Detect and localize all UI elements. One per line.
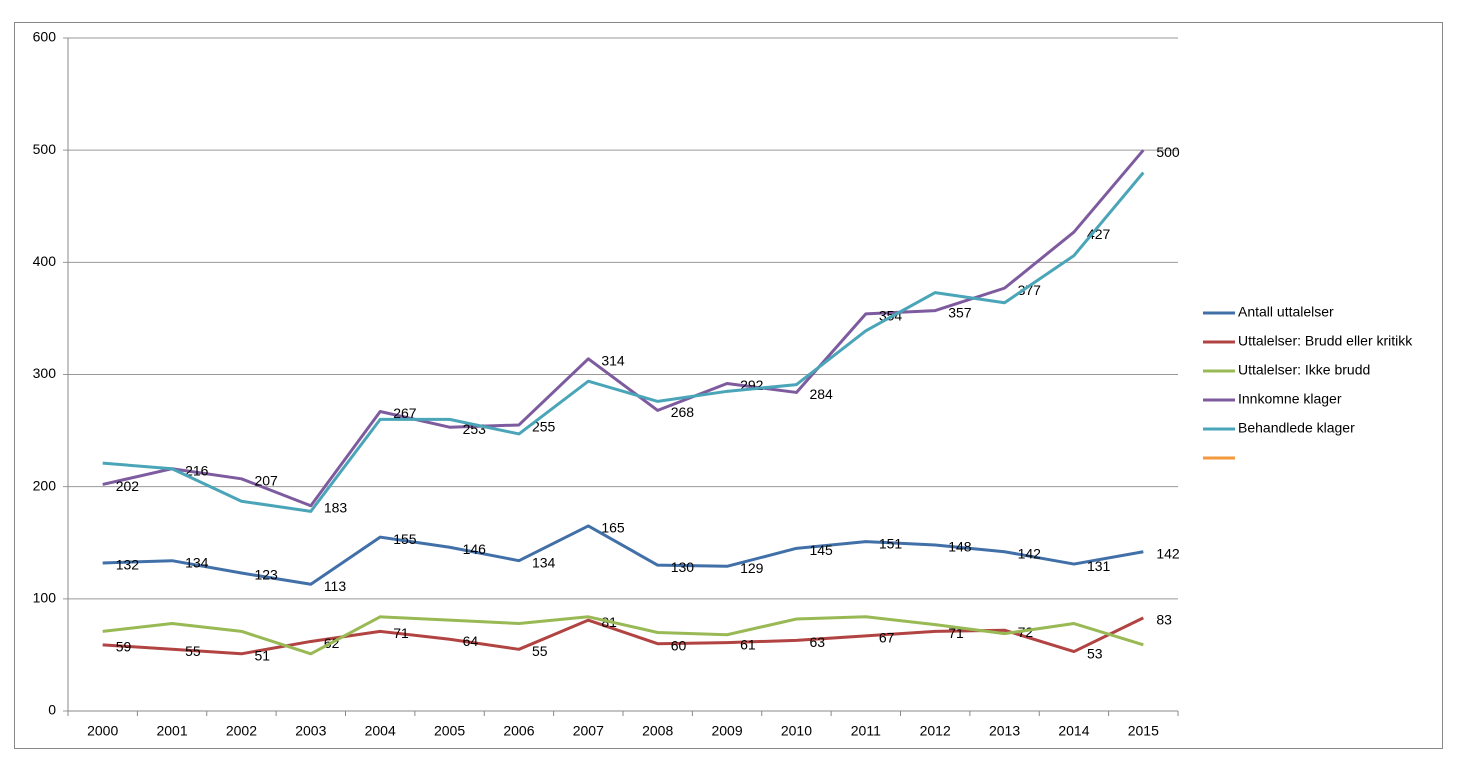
data-label: 132 [116, 557, 140, 573]
x-tick-label: 2015 [1128, 723, 1159, 739]
data-label: 134 [532, 554, 556, 570]
data-label: 500 [1156, 144, 1180, 160]
legend-label: Behandlede klager [1238, 420, 1355, 436]
data-label: 51 [254, 647, 270, 663]
x-tick-label: 2006 [503, 723, 534, 739]
data-label: 155 [393, 531, 417, 547]
x-tick-label: 2004 [365, 723, 396, 739]
data-label: 55 [532, 643, 548, 659]
y-tick-label: 600 [33, 29, 57, 45]
data-label: 145 [809, 542, 833, 558]
x-tick-label: 2007 [573, 723, 604, 739]
x-tick-label: 2009 [711, 723, 742, 739]
legend-label: Antall uttalelser [1238, 304, 1334, 320]
data-label: 83 [1156, 612, 1172, 628]
legend-label: Uttalelser: Brudd eller kritikk [1238, 333, 1413, 349]
data-label: 131 [1087, 558, 1111, 574]
y-tick-label: 0 [48, 702, 56, 718]
data-label: 113 [324, 578, 347, 594]
legend-label: Uttalelser: Ikke brudd [1238, 362, 1370, 378]
data-label: 151 [879, 535, 903, 551]
chart-frame [14, 22, 1443, 749]
x-tick-label: 2008 [642, 723, 673, 739]
data-label: 314 [601, 352, 625, 368]
data-label: 130 [671, 559, 695, 575]
x-tick-label: 2012 [920, 723, 951, 739]
y-tick-label: 300 [33, 365, 57, 381]
data-label: 123 [254, 567, 278, 583]
y-tick-label: 400 [33, 253, 57, 269]
data-label: 202 [116, 478, 140, 494]
data-label: 165 [601, 520, 625, 536]
y-tick-label: 100 [33, 590, 57, 606]
data-label: 377 [1018, 282, 1042, 298]
y-tick-label: 500 [33, 141, 57, 157]
x-tick-label: 2014 [1058, 723, 1089, 739]
data-label: 67 [879, 630, 895, 646]
data-label: 183 [324, 499, 348, 515]
data-label: 60 [671, 637, 687, 653]
data-label: 53 [1087, 645, 1103, 661]
series-line [102, 171, 1145, 513]
x-tick-label: 2010 [781, 723, 812, 739]
data-label: 59 [116, 639, 132, 655]
data-label: 146 [463, 541, 487, 557]
data-label: 61 [740, 636, 756, 652]
data-label: 357 [948, 304, 972, 320]
data-label: 427 [1087, 226, 1111, 242]
x-tick-label: 2001 [156, 723, 187, 739]
x-tick-label: 2013 [989, 723, 1020, 739]
series-line [102, 149, 1145, 508]
data-label: 142 [1018, 545, 1042, 561]
data-label: 129 [740, 560, 764, 576]
data-label: 134 [185, 554, 209, 570]
data-label: 207 [254, 473, 278, 489]
series-line [102, 616, 1144, 656]
data-label: 267 [393, 405, 417, 421]
x-tick-label: 2002 [226, 723, 257, 739]
data-label: 55 [185, 643, 201, 659]
data-label: 255 [532, 419, 556, 435]
y-tick-label: 200 [33, 477, 57, 493]
x-tick-label: 2003 [295, 723, 326, 739]
x-tick-label: 2005 [434, 723, 465, 739]
legend-label: Innkomne klager [1238, 391, 1342, 407]
data-label: 71 [393, 625, 409, 641]
data-label: 148 [948, 539, 972, 555]
data-label: 63 [809, 634, 825, 650]
data-label: 142 [1156, 545, 1180, 561]
data-label: 216 [185, 462, 209, 478]
data-label: 64 [463, 633, 479, 649]
x-tick-label: 2000 [87, 723, 118, 739]
series-line [102, 615, 1144, 656]
series-line [102, 524, 1144, 586]
data-label: 268 [671, 404, 695, 420]
data-label: 284 [809, 386, 833, 402]
x-tick-label: 2011 [851, 723, 881, 739]
